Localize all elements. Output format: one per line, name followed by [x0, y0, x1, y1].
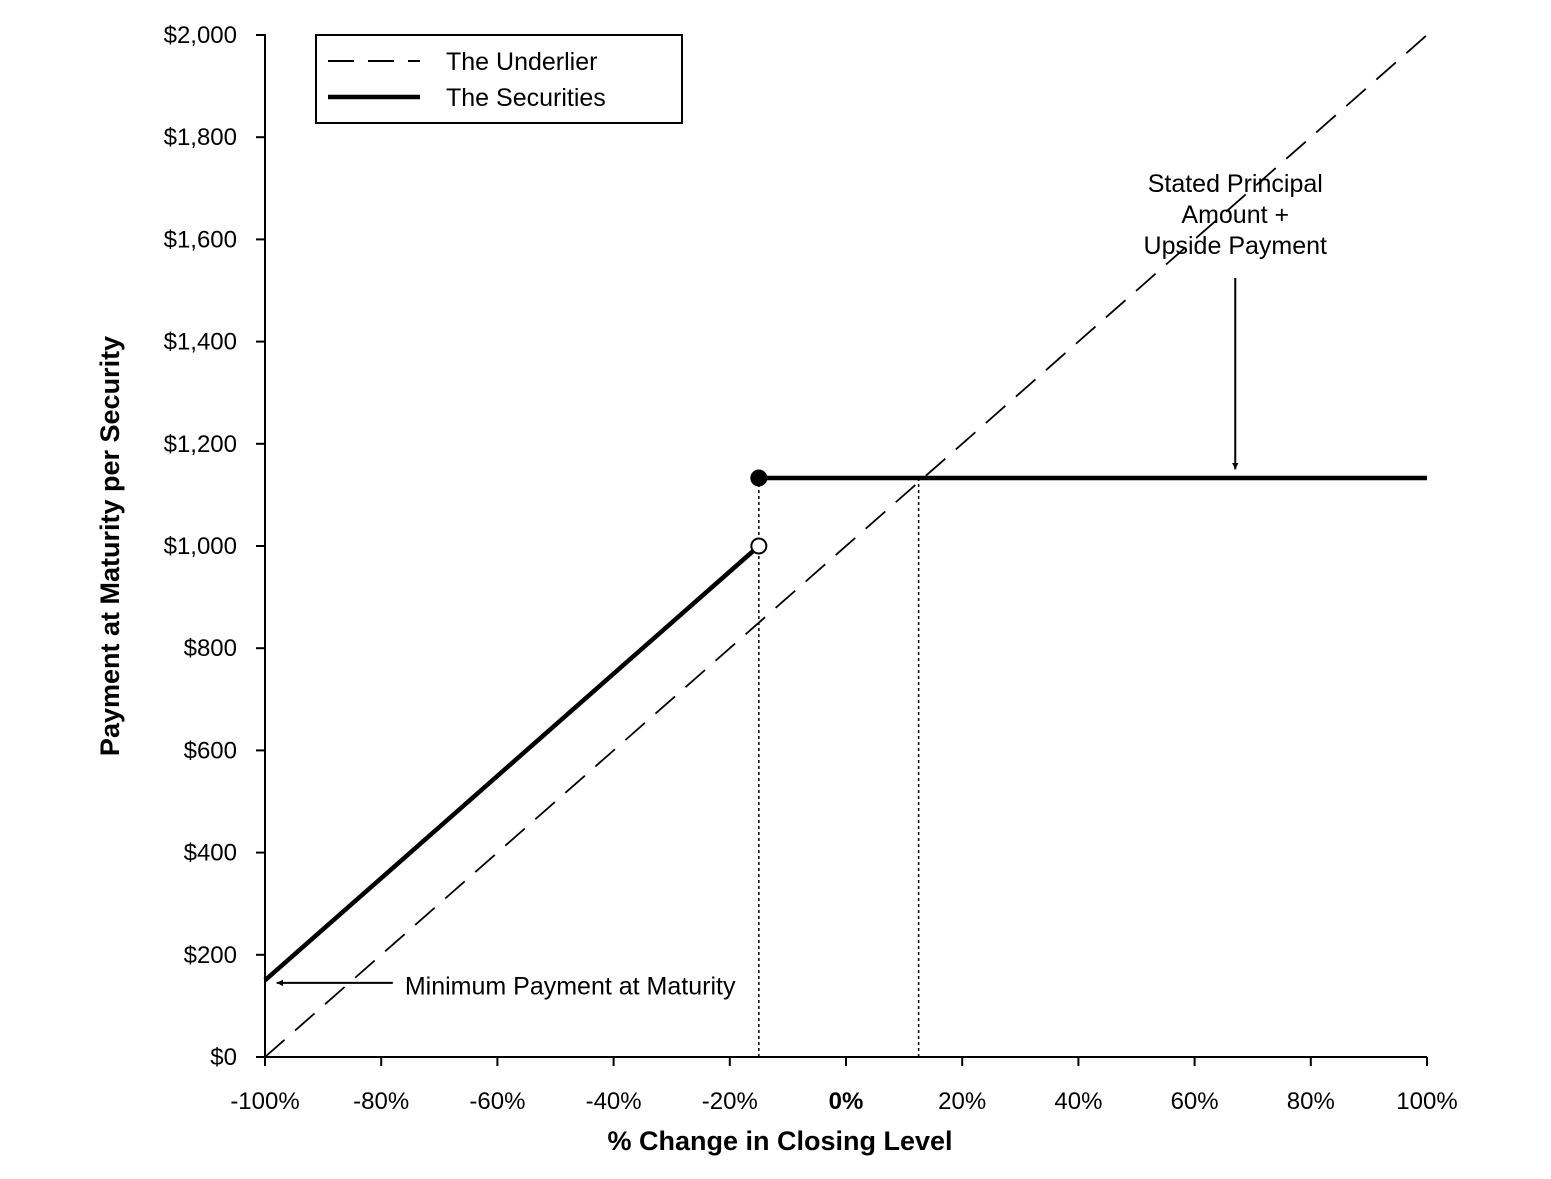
y-tick-label: $600: [184, 737, 237, 764]
y-tick-label: $0: [210, 1044, 237, 1071]
y-tick-label: $800: [184, 635, 237, 662]
x-tick-label: -60%: [469, 1088, 525, 1115]
y-tick-label: $2,000: [164, 22, 237, 49]
plot-area: [263, 34, 1428, 1058]
x-tick-label: 80%: [1287, 1088, 1335, 1115]
legend: The Underlier The Securities: [315, 34, 683, 124]
annotation-upside-payment-text: Upside Payment: [1144, 232, 1327, 260]
y-tick-label: $1,400: [164, 329, 237, 356]
annotation-minimum-payment-text: Minimum Payment at Maturity: [405, 972, 736, 1000]
legend-box: [315, 34, 683, 124]
axes: $0 $200 $400 $600 $800 $1,000 $1,200 $1,400 $1,6…: [164, 22, 1458, 1115]
x-tick-label: -100%: [230, 1088, 299, 1115]
series-line-underlier-0: [264, 34, 1428, 1058]
x-tick-label: 100%: [1396, 1088, 1457, 1115]
data-point-marker-filled: [750, 469, 768, 487]
annotations: Stated Principal Amount + Upside Payment Mi…: [276, 170, 1327, 1000]
x-tick-label: 60%: [1171, 1088, 1219, 1115]
legend-label-underlier: The Underlier: [446, 48, 597, 76]
x-tick-label: -40%: [586, 1088, 642, 1115]
x-axis-title: % Change in Closing Level: [607, 1126, 952, 1156]
x-tick-label: 20%: [938, 1088, 986, 1115]
x-tick-label: 0%: [829, 1088, 864, 1115]
legend-label-securities: The Securities: [446, 84, 606, 112]
y-axis-title: Payment at Maturity per Security: [95, 336, 125, 756]
y-tick-label: $400: [184, 840, 237, 867]
y-tick-label: $1,800: [164, 124, 237, 151]
y-tick-label: $1,000: [164, 533, 237, 560]
y-tick-label: $1,200: [164, 431, 237, 458]
y-tick-label: $200: [184, 942, 237, 969]
annotation-upside-payment-text: Amount +: [1181, 201, 1289, 229]
annotation-upside-payment-text: Stated Principal: [1148, 170, 1323, 198]
x-tick-label: 40%: [1054, 1088, 1102, 1115]
data-point-marker-open: [750, 537, 768, 555]
y-tick-label: $1,600: [164, 226, 237, 253]
series-line-securities-0: [263, 544, 761, 983]
x-tick-label: -20%: [702, 1088, 758, 1115]
x-tick-label: -80%: [353, 1088, 409, 1115]
